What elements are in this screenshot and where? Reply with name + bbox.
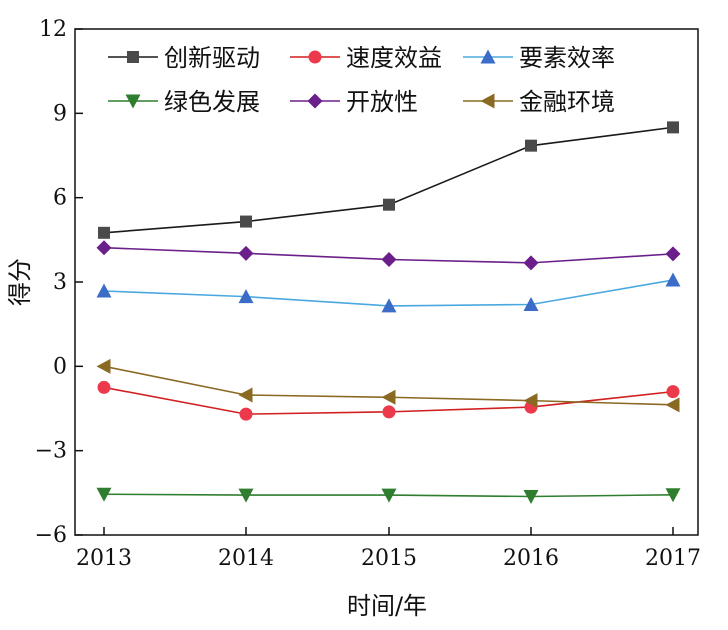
data-point (96, 240, 112, 256)
y-tick-label: 0 (53, 354, 67, 379)
y-tick-label: −3 (35, 439, 67, 464)
data-point (381, 389, 396, 405)
data-point (381, 298, 397, 313)
data-point (667, 121, 679, 134)
data-point (96, 358, 111, 374)
data-point (98, 226, 110, 239)
legend-item: 创新驱动 (108, 44, 260, 72)
legend-marker (125, 94, 141, 109)
y-axis-title: 得分 (6, 258, 34, 306)
data-point (238, 488, 254, 503)
y-tick-label: 12 (39, 17, 67, 42)
data-point (665, 246, 681, 262)
series-4 (96, 240, 681, 271)
legend-marker (308, 50, 322, 64)
data-point (381, 252, 397, 268)
data-point (96, 487, 112, 502)
series-0 (98, 121, 679, 239)
x-tick-label: 2013 (76, 546, 132, 571)
x-tick-label: 2015 (361, 546, 417, 571)
data-point (665, 272, 681, 287)
legend-label: 开放性 (346, 88, 418, 116)
data-point (383, 198, 395, 211)
data-point (523, 296, 539, 311)
legend-marker (480, 93, 495, 109)
legend-marker (127, 51, 139, 63)
x-tick-label: 2017 (645, 546, 701, 571)
series-5 (96, 358, 680, 413)
series-2 (96, 272, 681, 313)
legend-marker (480, 49, 496, 64)
legend-item: 速度效益 (290, 44, 442, 72)
series-line (103, 126, 674, 234)
data-point (523, 489, 539, 504)
legend-item: 绿色发展 (108, 88, 260, 116)
series-layer (96, 121, 681, 504)
data-point (239, 407, 253, 421)
data-point (238, 387, 253, 403)
data-point (525, 139, 537, 152)
data-point (97, 380, 111, 394)
legend-item: 要素效率 (463, 44, 615, 72)
data-point (665, 488, 681, 503)
axes: −6 −3 0 3 6 9 12 2013 2014 2015 2016 2017 (35, 17, 701, 571)
x-tick-label: 2014 (218, 546, 274, 571)
data-point (240, 215, 252, 228)
data-point (523, 255, 539, 271)
data-point (382, 405, 396, 419)
series-3 (96, 487, 681, 504)
legend-label: 绿色发展 (164, 88, 260, 116)
data-point (523, 393, 538, 409)
legend-label: 速度效益 (346, 44, 442, 72)
x-tick-label: 2016 (503, 546, 559, 571)
data-point (666, 385, 680, 399)
x-axis-title: 时间/年 (347, 592, 427, 620)
legend-marker (307, 93, 323, 109)
y-tick-label: 6 (53, 186, 67, 211)
data-point (238, 245, 254, 261)
data-point (665, 397, 680, 413)
data-point (96, 283, 112, 298)
legend-label: 要素效率 (519, 44, 615, 72)
y-tick-label: 9 (53, 101, 67, 126)
data-point (381, 488, 397, 503)
legend-item: 开放性 (290, 88, 418, 116)
legend-label: 金融环境 (519, 88, 615, 116)
y-tick-label: −6 (35, 523, 67, 548)
legend-label: 创新驱动 (164, 44, 260, 72)
legend-item: 金融环境 (463, 88, 615, 116)
y-tick-label: 3 (53, 270, 67, 295)
data-point (238, 289, 254, 304)
